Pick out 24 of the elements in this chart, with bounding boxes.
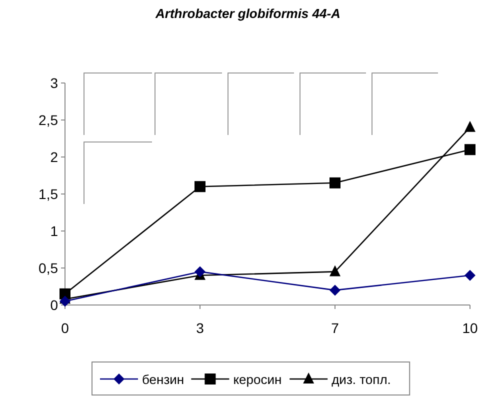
point [330,284,340,296]
point [464,270,476,281]
point [464,120,476,132]
point [464,144,476,156]
legend-label: диз. топл. [332,372,391,387]
y-tick-label: 3 [50,75,58,91]
point [330,177,340,188]
y-tick-label: 1 [50,223,58,239]
chart-title: Arthrobacter globiformis 44-A [154,6,340,21]
y-tick-label: 1,5 [38,186,58,202]
legend-label: бензин [142,372,184,387]
x-tick-label: 7 [331,320,340,336]
y-tick-label: 0 [50,297,58,313]
y-tick-label: 0,5 [38,260,58,276]
point [194,181,206,192]
x-tick-label: 3 [196,320,204,336]
x-tick-label: 0 [61,320,70,336]
point [60,296,70,307]
legend-label: керосин [233,372,282,387]
y-tick-label: 2 [50,149,58,165]
point [194,266,206,278]
y-tick-label: 2,5 [38,112,58,128]
point [330,265,340,276]
x-tick-label: 10 [462,320,478,336]
